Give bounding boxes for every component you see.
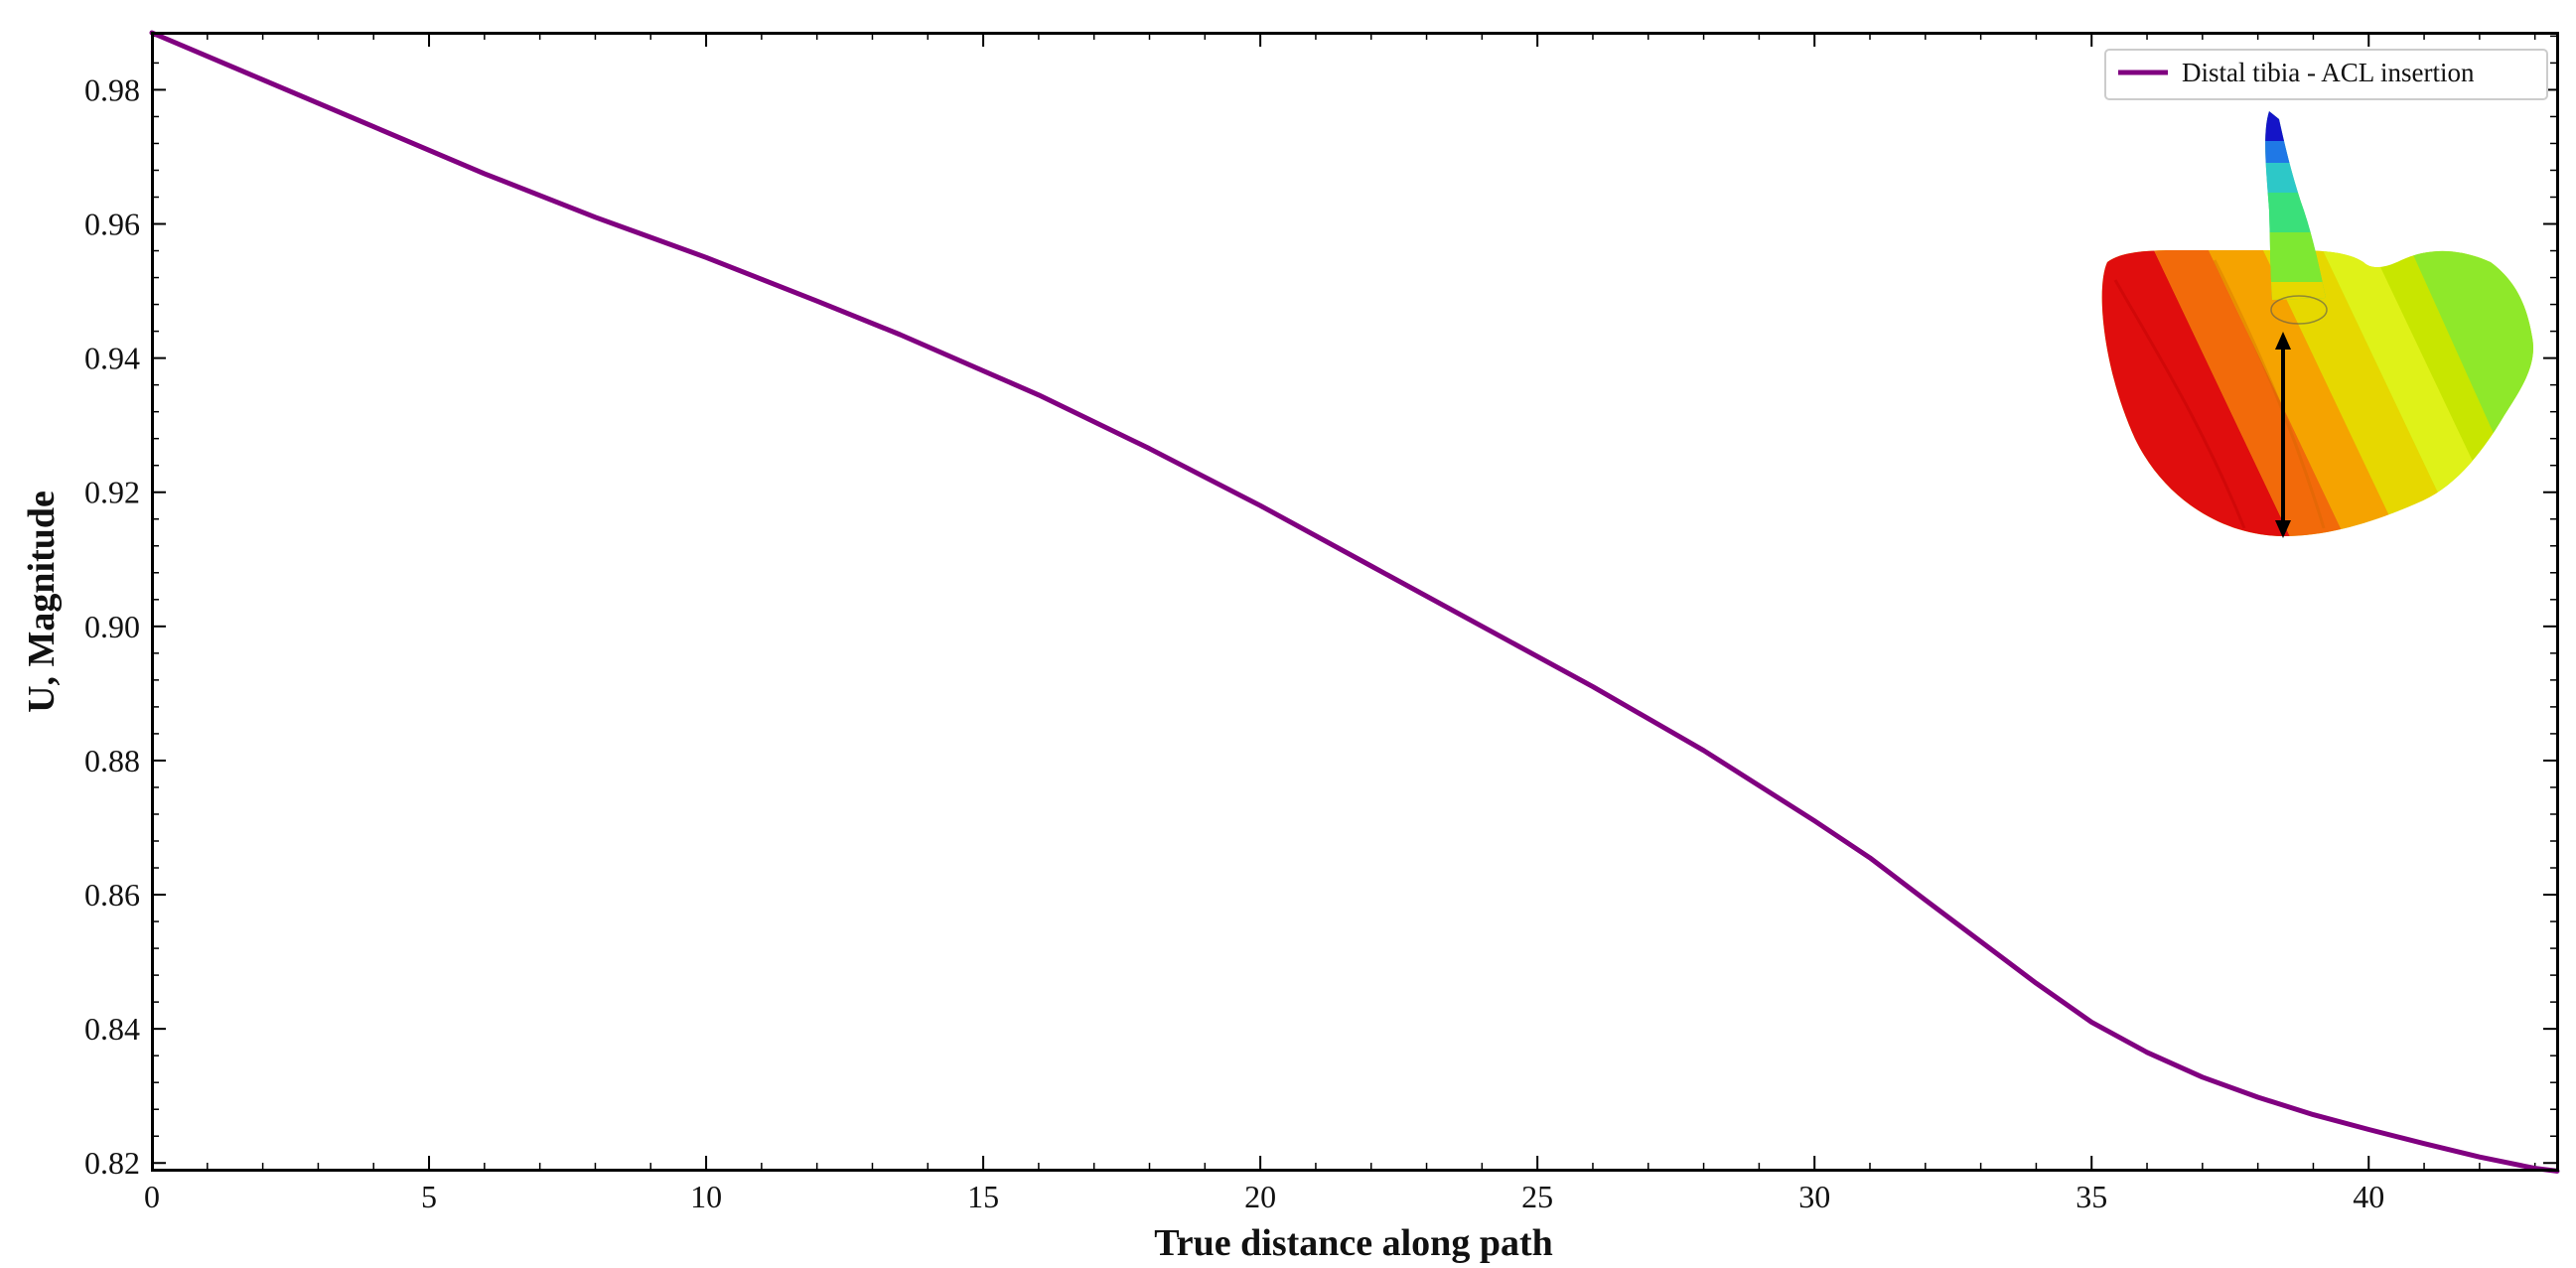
x-tick-label: 15 (967, 1179, 999, 1214)
legend: Distal tibia - ACL insertion (2104, 49, 2548, 100)
y-tick-label: 0.98 (84, 71, 140, 107)
y-tick-label: 0.94 (84, 341, 140, 376)
x-tick-label: 40 (2353, 1179, 2384, 1214)
legend-box (2104, 49, 2548, 100)
x-tick-label: 0 (144, 1179, 160, 1214)
legend-label: Distal tibia - ACL insertion (2182, 58, 2475, 87)
axis-ticks (151, 33, 2557, 1170)
x-tick-label: 10 (690, 1179, 722, 1214)
y-tick-label: 0.90 (84, 609, 140, 644)
x-tick-label: 5 (421, 1179, 437, 1214)
x-tick-label: 30 (1798, 1179, 1830, 1214)
x-axis-title: True distance along path (1154, 1222, 1553, 1264)
series-line (149, 30, 2560, 1174)
x-tick-label: 20 (1244, 1179, 1276, 1214)
y-tick-label: 0.82 (84, 1145, 140, 1181)
series-layer (149, 30, 2560, 1174)
y-tick-label: 0.92 (84, 475, 140, 510)
y-tick-label: 0.84 (84, 1011, 140, 1047)
y-tick-label: 0.88 (84, 743, 140, 778)
plot-frame (151, 32, 2559, 1172)
tibia-displacement-contour-icon (2101, 111, 2533, 538)
y-tick-label: 0.96 (84, 207, 140, 242)
x-tick-labels: 0 5 10 15 20 25 30 35 40 (144, 1179, 2384, 1214)
y-axis-title: U, Magnitude (21, 491, 63, 713)
y-tick-labels: 0.82 0.84 0.86 0.88 0.90 0.92 0.94 0.96 0.98 (84, 71, 140, 1181)
x-tick-label: 25 (1521, 1179, 1553, 1214)
y-tick-label: 0.86 (84, 877, 140, 913)
x-tick-label: 35 (2075, 1179, 2107, 1214)
